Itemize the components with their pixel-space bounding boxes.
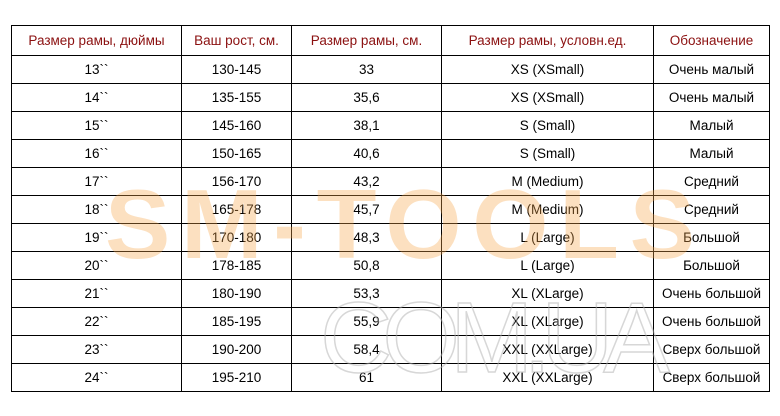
cell-designation: Малый xyxy=(653,139,770,168)
cell-height-cm: 180-190 xyxy=(181,279,292,308)
table-row: 14`` 135-155 35,6 XS (XSmall) Очень малый xyxy=(11,83,770,112)
cell-frame-cm: 40,6 xyxy=(291,139,442,168)
cell-frame-size-code: L (Large) xyxy=(441,223,654,252)
cell-frame-inches: 22`` xyxy=(11,307,182,336)
cell-frame-size-code: XS (XSmall) xyxy=(441,83,654,112)
cell-frame-inches: 24`` xyxy=(11,363,182,392)
cell-frame-cm: 58,4 xyxy=(291,335,442,364)
cell-designation: Очень большой xyxy=(653,307,770,336)
cell-frame-cm: 43,2 xyxy=(291,167,442,196)
cell-height-cm: 178-185 xyxy=(181,251,292,280)
cell-designation: Очень большой xyxy=(653,279,770,308)
table-row: 15`` 145-160 38,1 S (Small) Малый xyxy=(11,111,770,140)
cell-frame-inches: 13`` xyxy=(11,55,182,84)
cell-frame-size-code: XXL (XXLarge) xyxy=(441,363,654,392)
cell-frame-size-code: M (Medium) xyxy=(441,195,654,224)
header-frame-cm: Размер рамы, см. xyxy=(291,25,442,56)
cell-frame-inches: 20`` xyxy=(11,251,182,280)
cell-frame-inches: 17`` xyxy=(11,167,182,196)
cell-frame-cm: 61 xyxy=(291,363,442,392)
header-frame-size-code: Размер рамы, условн.ед. xyxy=(441,25,654,56)
cell-frame-size-code: S (Small) xyxy=(441,139,654,168)
table-row: 21`` 180-190 53,3 XL (XLarge) Очень большой xyxy=(11,279,770,308)
cell-designation: Очень малый xyxy=(653,83,770,112)
cell-frame-cm: 55,9 xyxy=(291,307,442,336)
table-row: 19`` 170-180 48,3 L (Large) Большой xyxy=(11,223,770,252)
cell-height-cm: 135-155 xyxy=(181,83,292,112)
cell-designation: Средний xyxy=(653,195,770,224)
table-row: 13`` 130-145 33 XS (XSmall) Очень малый xyxy=(11,55,770,84)
cell-frame-size-code: L (Large) xyxy=(441,251,654,280)
cell-height-cm: 190-200 xyxy=(181,335,292,364)
cell-frame-cm: 53,3 xyxy=(291,279,442,308)
cell-height-cm: 170-180 xyxy=(181,223,292,252)
cell-designation: Очень малый xyxy=(653,55,770,84)
cell-frame-inches: 19`` xyxy=(11,223,182,252)
cell-frame-cm: 38,1 xyxy=(291,111,442,140)
table-row: 22`` 185-195 55,9 XL (XLarge) Очень большой xyxy=(11,307,770,336)
cell-designation: Сверх большой xyxy=(653,363,770,392)
cell-frame-cm: 50,8 xyxy=(291,251,442,280)
cell-designation: Большой xyxy=(653,251,770,280)
cell-frame-size-code: XL (XLarge) xyxy=(441,307,654,336)
cell-frame-inches: 18`` xyxy=(11,195,182,224)
table-row: 24`` 195-210 61 XXL (XXLarge) Сверх большой xyxy=(11,363,770,392)
frame-size-table: Размер рамы, дюймы Ваш рост, см. Размер ра… xyxy=(11,25,770,392)
cell-height-cm: 195-210 xyxy=(181,363,292,392)
cell-frame-size-code: M (Medium) xyxy=(441,167,654,196)
cell-frame-size-code: S (Small) xyxy=(441,111,654,140)
table-row: 18`` 165-178 45,7 M (Medium) Средний xyxy=(11,195,770,224)
table-row: 23`` 190-200 58,4 XXL (XXLarge) Сверх большо… xyxy=(11,335,770,364)
cell-frame-inches: 21`` xyxy=(11,279,182,308)
cell-frame-size-code: XL (XLarge) xyxy=(441,279,654,308)
cell-height-cm: 185-195 xyxy=(181,307,292,336)
cell-frame-cm: 35,6 xyxy=(291,83,442,112)
cell-height-cm: 165-178 xyxy=(181,195,292,224)
cell-frame-cm: 33 xyxy=(291,55,442,84)
cell-height-cm: 150-165 xyxy=(181,139,292,168)
table-row: 20`` 178-185 50,8 L (Large) Большой xyxy=(11,251,770,280)
cell-designation: Большой xyxy=(653,223,770,252)
cell-frame-inches: 15`` xyxy=(11,111,182,140)
cell-frame-cm: 45,7 xyxy=(291,195,442,224)
cell-height-cm: 156-170 xyxy=(181,167,292,196)
table-row: 16`` 150-165 40,6 S (Small) Малый xyxy=(11,139,770,168)
cell-frame-inches: 23`` xyxy=(11,335,182,364)
table-row: 17`` 156-170 43,2 M (Medium) Средний xyxy=(11,167,770,196)
header-designation: Обозначение xyxy=(653,25,770,56)
cell-height-cm: 145-160 xyxy=(181,111,292,140)
header-height-cm: Ваш рост, см. xyxy=(181,25,292,56)
cell-designation: Средний xyxy=(653,167,770,196)
cell-frame-inches: 16`` xyxy=(11,139,182,168)
cell-designation: Сверх большой xyxy=(653,335,770,364)
cell-frame-size-code: XXL (XXLarge) xyxy=(441,335,654,364)
cell-height-cm: 130-145 xyxy=(181,55,292,84)
header-frame-inches: Размер рамы, дюймы xyxy=(11,25,182,56)
header-row: Размер рамы, дюймы Ваш рост, см. Размер ра… xyxy=(11,25,770,56)
cell-frame-size-code: XS (XSmall) xyxy=(441,55,654,84)
cell-designation: Малый xyxy=(653,111,770,140)
cell-frame-cm: 48,3 xyxy=(291,223,442,252)
cell-frame-inches: 14`` xyxy=(11,83,182,112)
